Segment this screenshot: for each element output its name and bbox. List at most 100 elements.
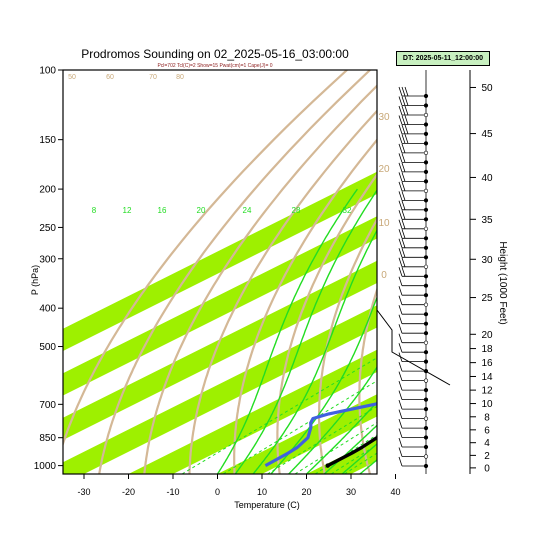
height-tick-label: 12 — [481, 386, 493, 397]
barb-station-dot — [423, 188, 429, 193]
height-tick-label: 40 — [481, 173, 493, 184]
wind-barb — [398, 248, 429, 260]
chart-subtitle: Pcl=702 Tcl(C)=2 Show=15 Pwat(cm)=1 Cape… — [157, 63, 272, 69]
barb-station-dot — [423, 198, 429, 203]
wind-barb — [398, 238, 429, 250]
isotherm-band — [396, 70, 540, 474]
barb-station-dot — [423, 416, 429, 421]
wind-barb — [398, 134, 429, 146]
wind-barb — [398, 200, 429, 212]
plot-frame — [62, 69, 378, 475]
dry-adiabat-line — [276, 172, 377, 474]
barb-station-dot — [423, 302, 429, 307]
chart-title: Prodromos Sounding on 02_2025-05-16_03:0… — [81, 47, 349, 61]
isotherm-band — [63, 260, 377, 440]
moist-adiabat-line — [359, 459, 377, 474]
height-tick-label: 4 — [484, 438, 490, 449]
barb-station-dot — [423, 93, 429, 99]
isotherm-band — [485, 70, 540, 474]
wind-barb — [398, 371, 429, 383]
barb-station-dot — [423, 388, 429, 393]
mixing-ratio-label: 20 — [197, 206, 206, 215]
barb-station-dot — [423, 236, 429, 241]
wind-barb — [398, 210, 429, 222]
dry-adiabat-label: 70 — [149, 74, 157, 81]
x-tick-label: 10 — [257, 487, 267, 497]
mixing-ratio-label: 32 — [343, 206, 352, 215]
line-labels: 8 12 16 20 24 28 32 50 60 70 80 30 20 10 0 — [68, 74, 390, 281]
height-tick-label: 16 — [481, 358, 493, 369]
barb-station-dot — [423, 226, 429, 231]
wind-barb — [398, 124, 429, 136]
wind-barb — [398, 305, 429, 317]
moist-adiabat-line — [306, 401, 377, 474]
wind-barb — [398, 352, 429, 364]
y-axis: 100 150 200 250 300 400 500 700 850 1000 — [34, 66, 63, 472]
barb-station-dot — [423, 397, 429, 402]
x-axis-label: Temperature (C) — [234, 500, 300, 510]
mixing-ratio-label: 28 — [292, 206, 301, 215]
height-tick-label: 20 — [481, 330, 493, 341]
isotherm-band — [63, 171, 377, 351]
barb-station-dot — [423, 426, 429, 431]
barb-station-dot — [423, 359, 429, 364]
mixing-ratio-lines — [181, 357, 377, 474]
dry-adiabat-line — [188, 109, 377, 474]
x-axis: -30 -20 -10 0 10 20 30 40 — [77, 474, 401, 497]
wind-barb — [398, 172, 429, 184]
barb-station-dot — [423, 245, 429, 250]
wind-barb — [398, 276, 429, 288]
isotherm-band — [217, 394, 377, 474]
wind-barb — [398, 181, 429, 193]
height-tick-label: 2 — [484, 451, 490, 462]
barb-station-dot — [423, 160, 429, 165]
wind-barb — [398, 143, 429, 155]
wind-barb — [398, 390, 429, 402]
mixing-ratio-line — [267, 405, 377, 474]
moist-adiabat-line — [341, 442, 377, 474]
wind-barb — [398, 267, 429, 279]
barb-station-dot — [423, 255, 429, 260]
wind-barb — [398, 324, 429, 336]
height-tick-label: 0 — [484, 463, 490, 474]
wind-barb — [398, 96, 429, 108]
isotherm-band — [128, 349, 377, 474]
wind-barb — [398, 399, 429, 412]
y-tick-label: 400 — [39, 304, 56, 315]
wind-barb — [398, 295, 429, 307]
barb-station-dot — [423, 122, 429, 127]
timestamp-badge: DT: 2025-05-11_12:00:00 — [396, 51, 490, 66]
height-tick-label: 18 — [481, 344, 493, 355]
y-tick-label: 100 — [39, 66, 56, 77]
wind-barb — [398, 437, 429, 450]
wind-barb — [398, 409, 429, 421]
x-tick-label: 30 — [346, 487, 356, 497]
barb-station-dot — [423, 312, 429, 317]
wind-barb — [398, 286, 429, 298]
barb-station-dot — [423, 350, 429, 355]
barb-station-dot — [423, 141, 429, 146]
barb-station-dot — [423, 179, 429, 184]
barb-station-dot — [423, 103, 429, 108]
barb-station-dot — [423, 274, 429, 279]
height-axis-label: Height (1000 Feet) — [497, 241, 508, 324]
isotherm-bands — [63, 70, 540, 474]
moist-adiabat-label: 20 — [378, 164, 390, 175]
wind-barb — [398, 105, 429, 118]
mixing-ratio-label: 24 — [243, 206, 252, 215]
wind-barb — [398, 115, 429, 127]
dry-adiabat-line — [398, 70, 531, 474]
wind-barb — [398, 219, 429, 231]
wind-barb — [398, 447, 429, 459]
mixing-ratio-line — [222, 380, 377, 474]
x-tick-label: -30 — [77, 487, 90, 497]
dry-adiabat-line — [143, 84, 377, 474]
barb-station-dot — [423, 321, 429, 326]
moist-adiabat-line — [323, 424, 377, 474]
y-tick-label: 200 — [39, 185, 56, 196]
moist-adiabat-line — [288, 365, 377, 474]
y-tick-label: 850 — [39, 433, 56, 444]
y-tick-label: 150 — [39, 135, 56, 146]
barb-station-dot — [423, 444, 429, 450]
barb-station-dot — [423, 217, 429, 222]
